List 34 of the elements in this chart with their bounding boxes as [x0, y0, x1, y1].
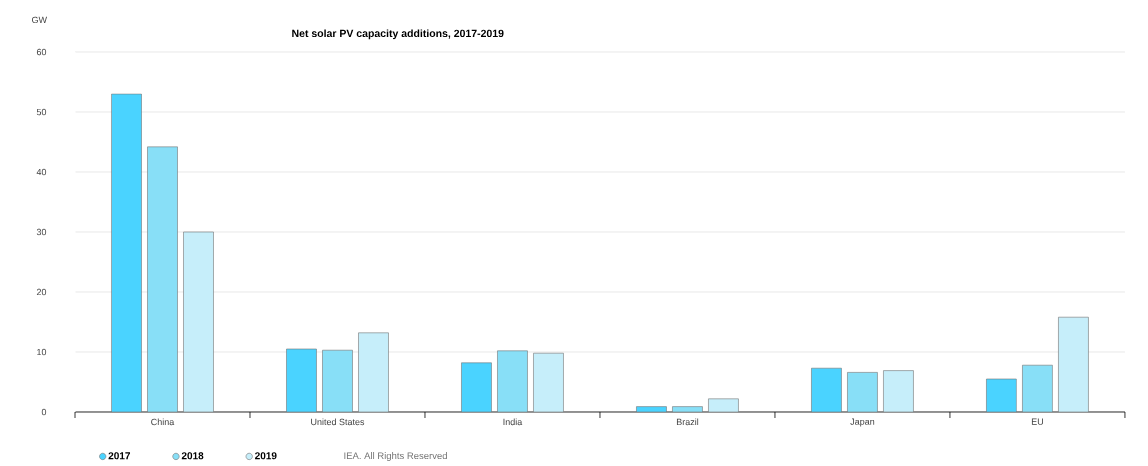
bar: [358, 332, 389, 412]
bar: [986, 378, 1017, 412]
bar: [883, 370, 914, 412]
y-tick-label: 10: [37, 348, 47, 356]
bar: [461, 362, 492, 412]
bar: [111, 93, 142, 412]
x-tick-label: India: [503, 418, 523, 426]
bar: [847, 372, 878, 412]
bar: [286, 348, 317, 412]
x-tick-label: Brazil: [676, 418, 699, 426]
bar: [147, 146, 178, 412]
bar: [1022, 364, 1053, 412]
y-axis-title: GW: [31, 16, 48, 24]
text: IEA. All Rights Reserved: [344, 452, 447, 461]
legend-label: 2019: [255, 452, 277, 460]
bar: [497, 350, 528, 412]
y-tick-label: 50: [36, 108, 47, 116]
legend-label: 2017: [108, 452, 131, 460]
y-tick-label: 20: [36, 288, 47, 296]
x-tick-label: Japan: [850, 418, 875, 427]
bar: [1058, 316, 1089, 412]
y-tick-label: 40: [36, 168, 47, 176]
bar: [322, 349, 353, 412]
y-tick-label: 60: [36, 48, 47, 56]
bar: [183, 231, 214, 412]
x-tick-label: China: [151, 418, 175, 426]
x-tick-label: EU: [1031, 418, 1043, 425]
chart-title: Net solar PV capacity additions, 2017-2019: [292, 29, 504, 40]
y-tick-label: 0: [41, 408, 47, 416]
x-tick-label: United States: [311, 418, 365, 426]
bar: [811, 367, 842, 412]
y-tick-label: 30: [36, 228, 47, 236]
legend-label: 2018: [181, 452, 204, 460]
bar: [533, 352, 564, 412]
